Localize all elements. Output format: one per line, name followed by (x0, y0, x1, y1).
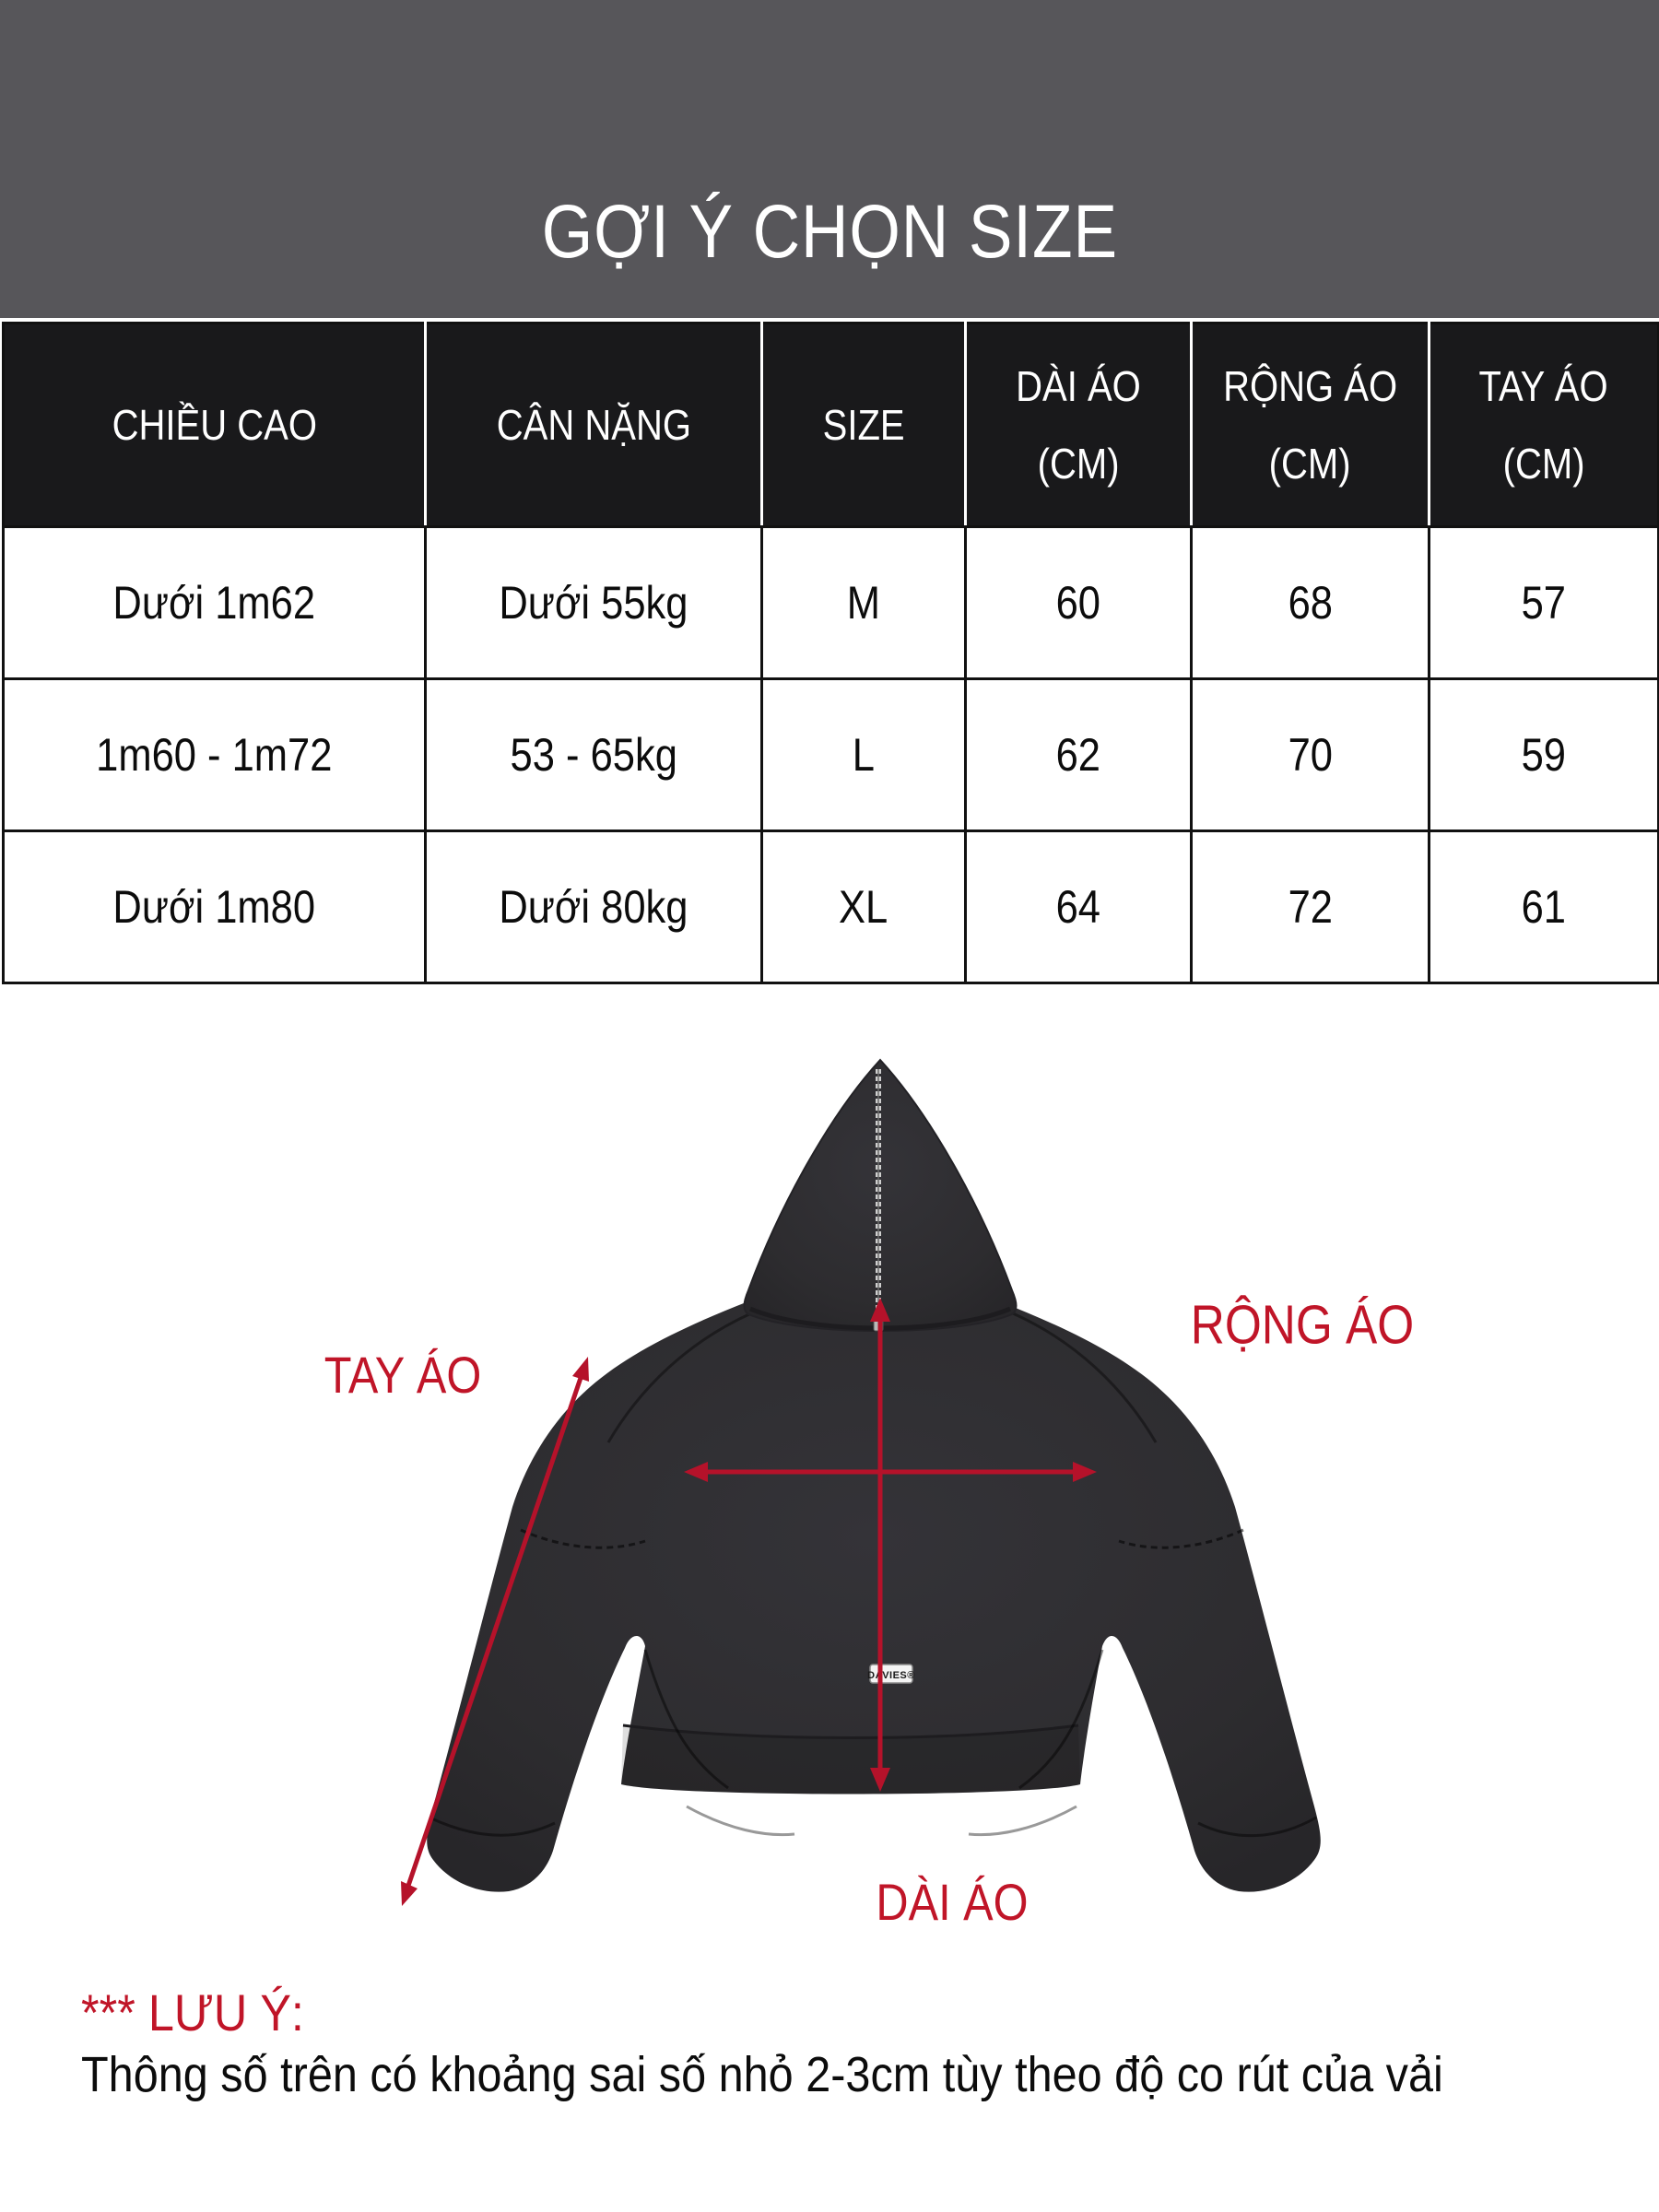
hoodie-hood (743, 1058, 1018, 1332)
table-row: Dưới 1m62 Dưới 55kg M 60 68 57 (2, 525, 1659, 680)
sleeve-arrow-line (406, 1374, 584, 1887)
back-seam-right (1018, 1649, 1104, 1790)
length-arrow-head-top (870, 1298, 890, 1322)
table-row: 1m60 - 1m72 53 - 65kg L 62 70 59 (2, 677, 1659, 832)
sleeve-measure-label: TAY ÁO (324, 1346, 482, 1404)
hoodie-hem-band (621, 1725, 1080, 1794)
sleeve-stitch-left (520, 1528, 646, 1549)
shoulder-seam-right (1012, 1312, 1158, 1443)
title-banner: GỢI Ý CHỌN SIZE (0, 0, 1659, 318)
size-table: CHIỀU CAO CÂN NẶNG SIZE DÀI ÁO(CM) RỘNG … (2, 322, 1659, 984)
cell-tay-ao: 61 (1428, 830, 1659, 984)
length-arrow-head-bottom (870, 1768, 890, 1792)
cell-height: Dưới 1m80 (2, 830, 427, 984)
col-header-can-nang: CÂN NẶNG (424, 322, 763, 528)
table-row: Dưới 1m80 Dưới 80kg XL 64 72 61 (2, 830, 1659, 984)
cuff-seam-right (1197, 1816, 1317, 1838)
cell-rong-ao: 68 (1190, 525, 1430, 680)
back-seam-left (643, 1649, 729, 1790)
hem-wrinkle (968, 1805, 1077, 1837)
cell-rong-ao: 70 (1190, 677, 1430, 832)
cell-weight: Dưới 80kg (424, 830, 763, 984)
col-header-size: SIZE (760, 322, 967, 528)
hem-wrinkle (686, 1805, 795, 1837)
width-arrow-head-right (1073, 1462, 1097, 1482)
hood-rim-seam (749, 1306, 1011, 1331)
col-header-dai-ao: DÀI ÁO(CM) (964, 322, 1193, 528)
size-table-header-row: CHIỀU CAO CÂN NẶNG SIZE DÀI ÁO(CM) RỘNG … (2, 322, 1659, 528)
sleeve-arrow-head-top (572, 1357, 589, 1382)
cell-size: L (760, 677, 967, 832)
length-measure-label: DÀI ÁO (876, 1873, 1029, 1931)
hoodie-body (427, 1301, 1321, 1892)
cuff-seam-left (429, 1816, 556, 1837)
cell-dai-ao: 60 (964, 525, 1193, 680)
cell-height: 1m60 - 1m72 (2, 677, 427, 832)
cell-dai-ao: 62 (964, 677, 1193, 832)
cell-size: M (760, 525, 967, 680)
brand-tag-label: DAVIES® (867, 1670, 915, 1681)
measurement-arrows (401, 1298, 1097, 1906)
width-measure-label: RỘNG ÁO (1190, 1294, 1415, 1356)
page-title: GỢI Ý CHỌN SIZE (541, 190, 1118, 274)
zipper-pull (873, 1315, 884, 1332)
brand-tag (869, 1664, 913, 1684)
col-header-chieu-cao: CHIỀU CAO (2, 322, 427, 528)
note-heading: *** LƯU Ý: (81, 1983, 304, 2041)
cell-weight: Dưới 55kg (424, 525, 763, 680)
sleeve-stitch-right (1118, 1528, 1244, 1549)
hem-stitch-line (622, 1724, 1079, 1739)
cell-tay-ao: 59 (1428, 677, 1659, 832)
cell-dai-ao: 64 (964, 830, 1193, 984)
sleeve-arrow-head-bottom (401, 1881, 418, 1906)
note-body: Thông số trên có khoảng sai số nhỏ 2-3cm… (81, 2047, 1443, 2102)
cell-size: XL (760, 830, 967, 984)
cell-weight: 53 - 65kg (424, 677, 763, 832)
col-header-rong-ao: RỘNG ÁO(CM) (1190, 322, 1430, 528)
shoulder-seam-left (606, 1312, 752, 1443)
cell-tay-ao: 57 (1428, 525, 1659, 680)
cell-height: Dưới 1m62 (2, 525, 427, 680)
cell-rong-ao: 72 (1190, 830, 1430, 984)
col-header-tay-ao: TAY ÁO(CM) (1428, 322, 1659, 528)
width-arrow-head-left (684, 1462, 708, 1482)
